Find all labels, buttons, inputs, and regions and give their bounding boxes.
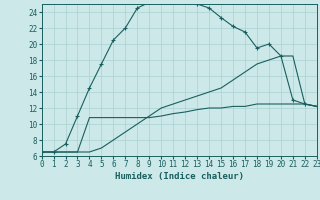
X-axis label: Humidex (Indice chaleur): Humidex (Indice chaleur) bbox=[115, 172, 244, 181]
